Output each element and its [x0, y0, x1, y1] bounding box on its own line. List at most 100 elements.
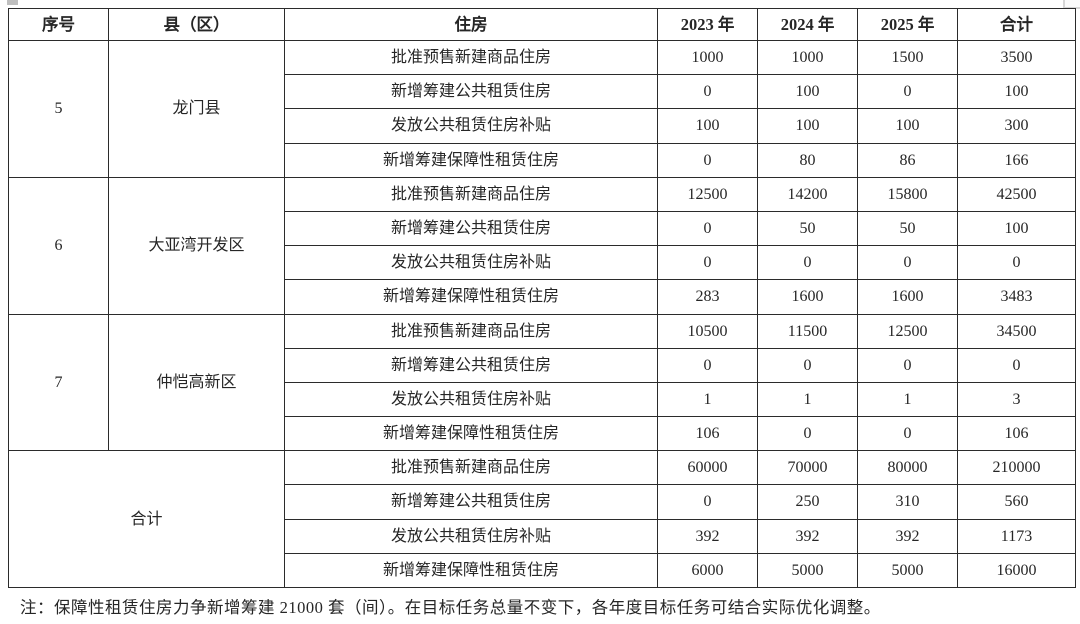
value-cell: 5000 [857, 552, 958, 589]
housing-type-cell: 新增筹建公共租赁住房 [284, 210, 658, 247]
value-cell: 1 [757, 381, 858, 418]
header-row: 序号 县（区） 住房 2023 年 2024 年 2025 年 合计 [8, 8, 1076, 41]
housing-type-cell: 发放公共租赁住房补贴 [284, 381, 658, 418]
value-cell: 0 [657, 245, 758, 281]
value-cell: 100 [657, 108, 758, 144]
value-cell: 1 [657, 381, 758, 418]
table-row: 新增筹建公共租赁住房 0 50 50 100 [9, 210, 1076, 247]
table-row: 发放公共租赁住房补贴 100 100 100 300 [9, 108, 1076, 144]
value-cell: 1 [857, 381, 958, 418]
value-cell: 50 [857, 210, 958, 247]
value-cell: 0 [657, 142, 758, 178]
value-cell: 283 [657, 279, 758, 315]
value-cell: 100 [757, 108, 858, 144]
header-year-2023: 2023 年 [657, 8, 758, 41]
housing-type-cell: 发放公共租赁住房补贴 [284, 108, 658, 144]
value-cell: 106 [657, 416, 758, 452]
value-cell: 80000 [857, 450, 958, 486]
table-row: 5 龙门县 批准预售新建商品住房 1000 1000 1500 3500 [8, 39, 1076, 178]
housing-type-cell: 新增筹建保障性租赁住房 [284, 279, 658, 315]
value-cell: 0 [857, 347, 958, 383]
housing-plan-table: 序号 县（区） 住房 2023 年 2024 年 2025 年 合计 5 龙门县批… [8, 8, 1076, 589]
value-cell: 0 [757, 245, 858, 281]
value-cell: 0 [857, 245, 958, 281]
table-row: 新增筹建公共租赁住房 0 100 0 100 [9, 74, 1076, 110]
table-row: 合计 批准预售新建商品住房 6000 0 70000 80000 210000 [8, 450, 1076, 588]
table-row: 7 仲恺高新区 批准预售新建商品住房 10500 11500 12500 34500 [8, 313, 1076, 452]
table-row: 新增筹建公共租赁住房 0 0 0 0 [9, 347, 1076, 383]
value-cell: 560 [957, 484, 1076, 520]
value-cell: 210000 [957, 450, 1076, 486]
value-cell: 1600 [857, 279, 958, 315]
value-cell: 50 [757, 210, 858, 247]
value-cell: 86 [857, 142, 958, 178]
value-cell: 100 [857, 108, 958, 144]
value-cell: 70000 [757, 450, 858, 486]
housing-type-cell: 批准预售新建商品住房 [284, 313, 658, 349]
table-row: 新增筹建保障性租赁住房 106 0 0 106 [9, 416, 1076, 452]
value-cell: 1600 [757, 279, 858, 315]
district-cell: 仲恺高新区 [108, 313, 285, 452]
value-cell: 0 [857, 74, 958, 110]
value-cell: 11500 [757, 313, 858, 349]
value-cell: 0 [657, 210, 758, 247]
value-cell: 392 [657, 518, 758, 554]
seq-cell: 7 [8, 313, 109, 452]
value-cell: 106 [957, 416, 1076, 452]
header-year-2024: 2024 年 [757, 8, 858, 41]
value-cell: 0 [757, 416, 858, 452]
total-label-cell: 合计 [8, 450, 285, 588]
value-cell: 392 [857, 518, 958, 554]
value-cell: 1000 [657, 39, 758, 76]
table-row: 发放公共租赁住房补贴 1 1 1 3 [9, 381, 1076, 418]
housing-type-cell: 批准预售新建商品住房 [284, 39, 658, 76]
value-cell: 42500 [957, 176, 1076, 212]
seq-cell: 5 [8, 40, 109, 178]
housing-type-cell: 新增筹建公共租赁住房 [284, 74, 658, 110]
value-cell: 0 [657, 484, 758, 520]
footnote: 注：保障性租赁住房力争新增筹建 21000 套（间）。在目标任务总量不变下，各年… [20, 598, 881, 617]
district-cell: 大亚湾开发区 [108, 176, 285, 315]
value-cell: 1000 [757, 39, 858, 76]
corner-artifact-left [7, 0, 18, 5]
value-cell: 1500 [857, 39, 958, 76]
value-cell: 1173 [957, 518, 1076, 554]
header-year-2025: 2025 年 [857, 8, 958, 41]
value-cell: 10500 [657, 313, 758, 349]
value-cell: 0 [857, 416, 958, 452]
value-cell: 16000 [957, 552, 1076, 589]
table-row: 新增筹建保障性租赁住房 6000 5000 5000 16000 [9, 552, 1076, 589]
housing-type-cell: 新增筹建保障性租赁住房 [284, 552, 658, 589]
header-district: 县（区） [108, 8, 285, 41]
table-row: 新增筹建保障性租赁住房 0 80 86 166 [9, 142, 1076, 178]
value-cell: 100 [757, 74, 858, 110]
housing-type-cell: 批准预售新建商品住房 [284, 450, 658, 486]
value-cell: 392 [757, 518, 858, 554]
table-row: 6 大亚湾开发区 批准预售新建商品住房 12500 14200 15800 42500 [8, 176, 1076, 315]
district-cell: 龙门县 [108, 40, 285, 178]
value-cell: 310 [857, 484, 958, 520]
value-cell: 6000 [657, 552, 758, 589]
header-total: 合计 [957, 8, 1076, 41]
housing-type-cell: 新增筹建公共租赁住房 [284, 347, 658, 383]
value-cell: 300 [957, 108, 1076, 144]
value-cell: 80 [757, 142, 858, 178]
value-cell: 14200 [757, 176, 858, 212]
value-cell: 100 [957, 74, 1076, 110]
value-cell: 250 [757, 484, 858, 520]
seq-cell: 6 [8, 176, 109, 315]
value-cell: 0 [657, 74, 758, 110]
table-row: 发放公共租赁住房补贴 0 0 0 0 [9, 245, 1076, 281]
value-cell: 34500 [957, 313, 1076, 349]
value-cell: 3 [957, 381, 1076, 418]
table-row: 发放公共租赁住房补贴 392 392 392 1173 [9, 518, 1076, 554]
value-cell: 3500 [957, 39, 1076, 76]
value-cell: 0 [957, 347, 1076, 383]
housing-type-cell: 新增筹建保障性租赁住房 [284, 416, 658, 452]
value-cell: 3483 [957, 279, 1076, 315]
table-row: 新增筹建公共租赁住房 0 250 310 560 [9, 484, 1076, 520]
table-row: 新增筹建保障性租赁住房 283 1600 1600 3483 [9, 279, 1076, 315]
value-cell: 15800 [857, 176, 958, 212]
housing-type-cell: 批准预售新建商品住房 [284, 176, 658, 212]
